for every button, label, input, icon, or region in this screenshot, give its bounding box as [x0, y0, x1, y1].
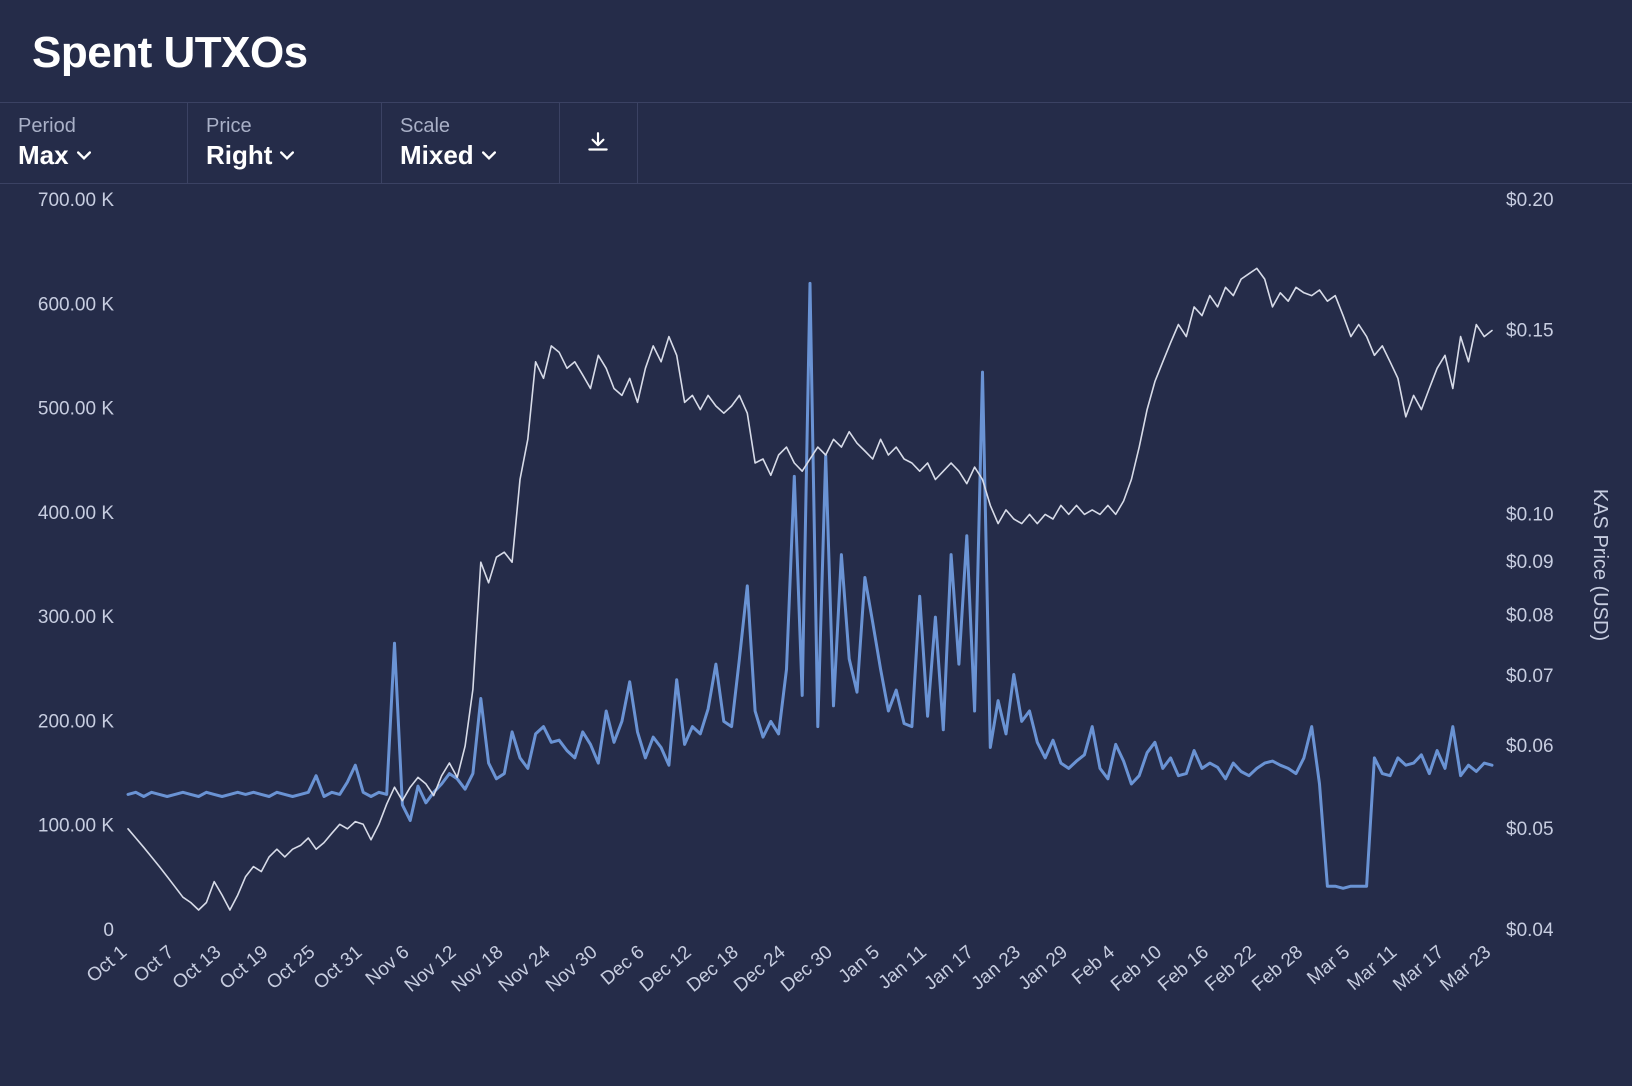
svg-text:Mar 11: Mar 11 [1343, 942, 1401, 995]
chart-container: 0 100.00 K 200.00 K 300.00 K 400.00 K 500.00 … [0, 184, 1632, 1082]
svg-text:$0.09: $0.09 [1506, 552, 1554, 573]
chart-toolbar: Period Max Price Right Scale Mixed [0, 102, 1632, 184]
page-title: Spent UTXOs [32, 28, 1600, 78]
scale-label: Scale [400, 115, 539, 138]
scale-value: Mixed [400, 140, 474, 171]
svg-text:Jan 29: Jan 29 [1015, 942, 1072, 995]
svg-text:$0.06: $0.06 [1506, 736, 1554, 757]
svg-text:Jan 23: Jan 23 [968, 942, 1025, 995]
utxo-line [128, 283, 1492, 888]
period-label: Period [18, 115, 167, 138]
svg-text:Nov 24: Nov 24 [495, 941, 555, 996]
svg-text:$0.07: $0.07 [1506, 666, 1554, 687]
svg-text:KAS Price (USD): KAS Price (USD) [1589, 489, 1611, 641]
svg-text:300.00 K: 300.00 K [38, 607, 114, 628]
svg-text:$0.20: $0.20 [1506, 190, 1554, 211]
svg-text:Jan 11: Jan 11 [875, 942, 931, 994]
svg-text:$0.15: $0.15 [1506, 320, 1554, 341]
svg-text:Oct 19: Oct 19 [216, 942, 272, 994]
period-value: Max [18, 140, 69, 171]
svg-text:Jan 17: Jan 17 [921, 942, 978, 995]
download-button[interactable] [560, 103, 638, 183]
svg-text:Feb 22: Feb 22 [1201, 942, 1260, 996]
svg-text:$0.05: $0.05 [1506, 819, 1554, 840]
svg-text:Dec 30: Dec 30 [777, 942, 837, 997]
download-icon [585, 130, 611, 156]
svg-text:Feb 10: Feb 10 [1107, 942, 1166, 996]
svg-text:0: 0 [103, 920, 114, 941]
svg-text:$0.10: $0.10 [1506, 504, 1554, 525]
chevron-down-icon [77, 149, 91, 163]
price-value: Right [206, 140, 272, 171]
svg-text:700.00 K: 700.00 K [38, 190, 114, 211]
svg-text:600.00 K: 600.00 K [38, 294, 114, 315]
chevron-down-icon [280, 149, 294, 163]
svg-text:Oct 13: Oct 13 [169, 942, 225, 994]
svg-text:Nov 30: Nov 30 [542, 942, 602, 997]
svg-text:Oct 25: Oct 25 [263, 942, 319, 994]
period-selector[interactable]: Period Max [0, 103, 188, 183]
svg-text:Feb 16: Feb 16 [1154, 942, 1213, 996]
spent-utxos-chart[interactable]: 0 100.00 K 200.00 K 300.00 K 400.00 K 500.00 … [0, 184, 1632, 1080]
svg-text:Mar 17: Mar 17 [1389, 942, 1448, 996]
svg-text:Oct 1: Oct 1 [83, 942, 131, 987]
svg-text:200.00 K: 200.00 K [38, 711, 114, 732]
svg-text:Nov 18: Nov 18 [448, 942, 508, 997]
svg-text:$0.08: $0.08 [1506, 606, 1554, 627]
svg-text:$0.04: $0.04 [1506, 920, 1554, 941]
price-selector[interactable]: Price Right [188, 103, 382, 183]
svg-text:Oct 31: Oct 31 [310, 942, 366, 994]
scale-selector[interactable]: Scale Mixed [382, 103, 560, 183]
svg-text:400.00 K: 400.00 K [38, 503, 114, 524]
svg-text:Feb 28: Feb 28 [1248, 942, 1307, 996]
svg-text:Dec 18: Dec 18 [683, 942, 743, 997]
svg-text:Dec 24: Dec 24 [730, 941, 790, 996]
svg-text:Nov 12: Nov 12 [401, 942, 461, 997]
svg-text:Mar 23: Mar 23 [1436, 942, 1495, 996]
svg-text:Dec 12: Dec 12 [636, 942, 696, 997]
chevron-down-icon [482, 149, 496, 163]
price-label: Price [206, 115, 361, 138]
svg-text:500.00 K: 500.00 K [38, 399, 114, 420]
svg-text:100.00 K: 100.00 K [38, 816, 114, 837]
